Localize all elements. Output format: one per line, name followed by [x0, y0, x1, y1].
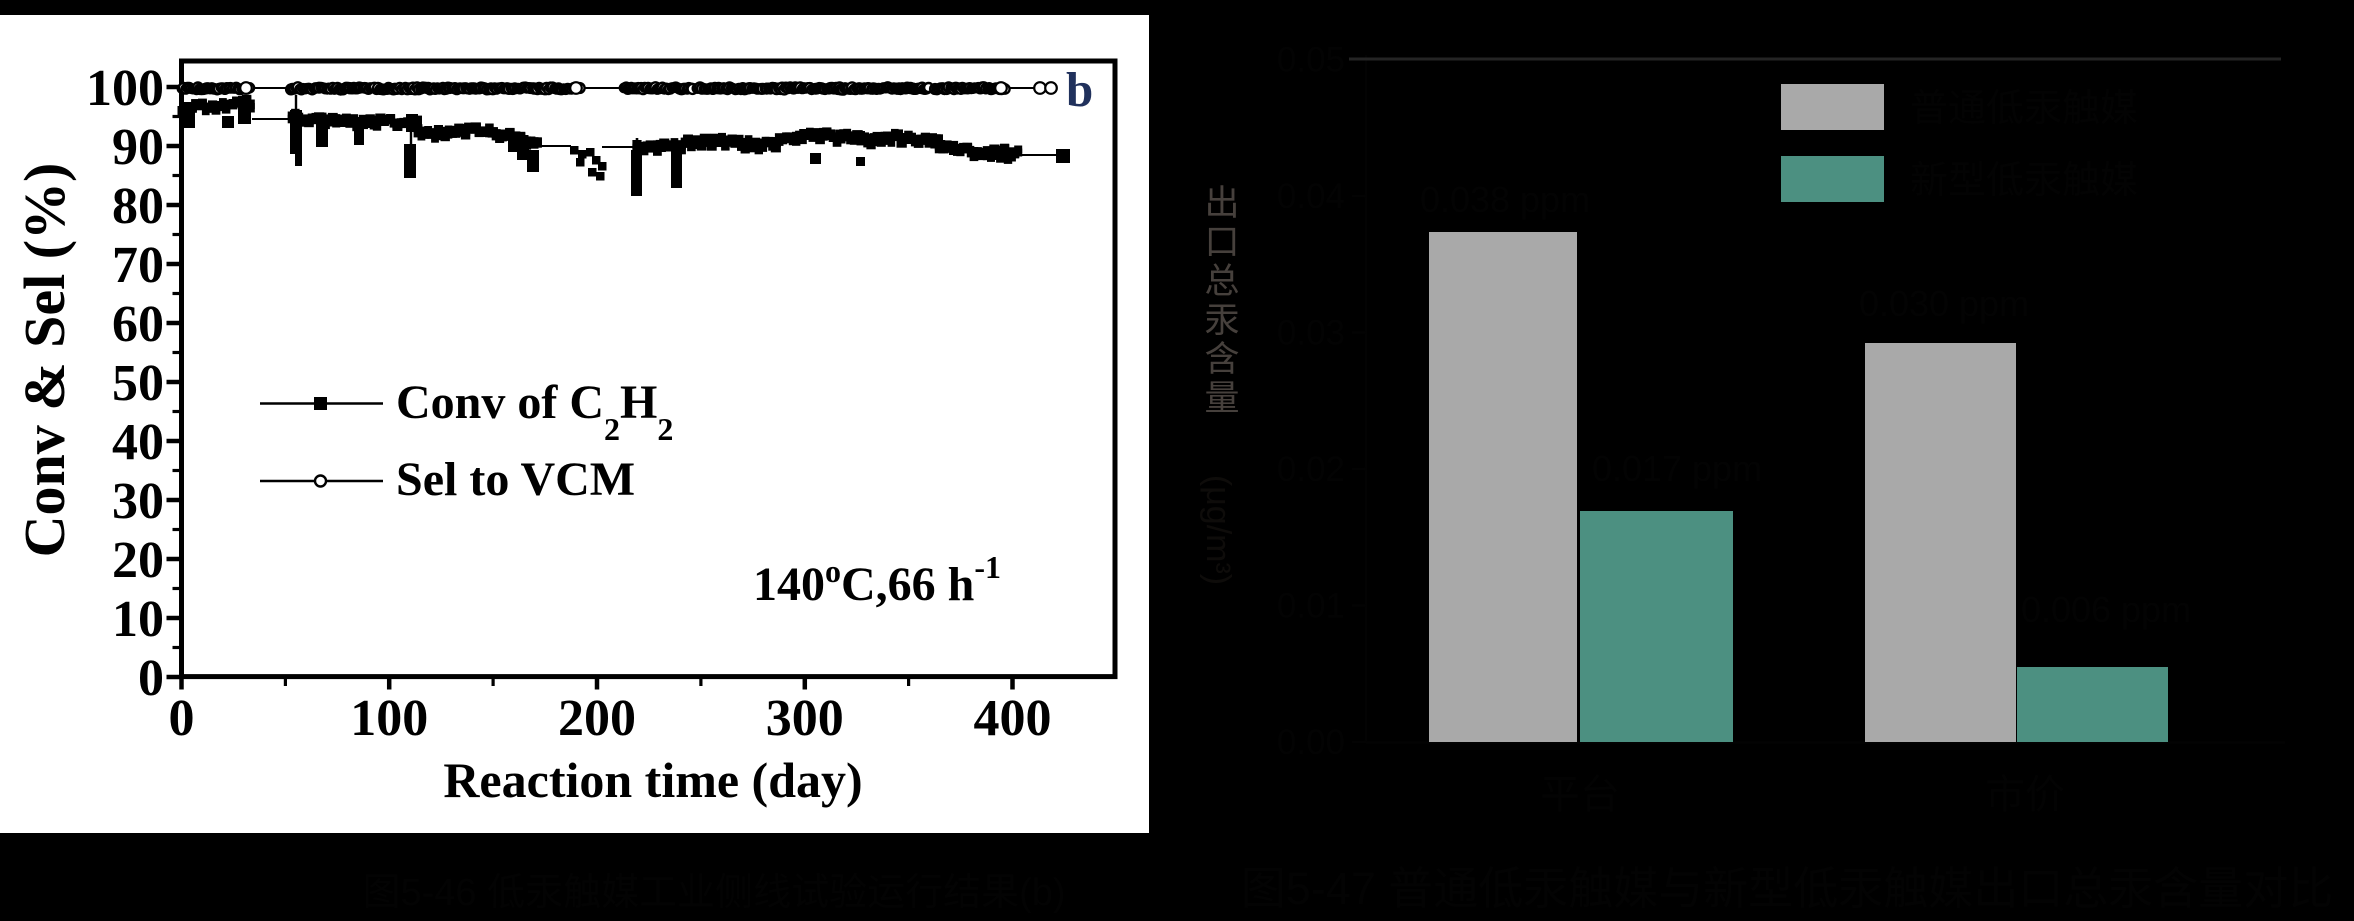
svg-text:0.01: 0.01	[1277, 587, 1345, 626]
svg-text:图5-46 低汞触媒工业侧线试验运行结果(b): 图5-46 低汞触媒工业侧线试验运行结果(b)	[362, 872, 1065, 914]
svg-text:Reaction time (day): Reaction time (day)	[443, 752, 862, 808]
svg-text:60: 60	[112, 296, 164, 353]
svg-text:0: 0	[138, 650, 164, 707]
svg-text:b: b	[1066, 62, 1093, 117]
svg-text:300: 300	[766, 690, 844, 747]
svg-text:0.030 ppm: 0.030 ppm	[1859, 283, 2029, 324]
svg-text:0.02: 0.02	[1277, 450, 1345, 489]
svg-text:(μg/m³): (μg/m³)	[1199, 475, 1237, 585]
svg-text:70: 70	[112, 237, 164, 294]
svg-text:80: 80	[112, 178, 164, 235]
svg-text:量: 量	[1204, 379, 1239, 418]
svg-text:90: 90	[112, 119, 164, 176]
svg-text:0.006 ppm: 0.006 ppm	[2021, 589, 2191, 630]
svg-text:100: 100	[86, 60, 164, 117]
svg-text:汞: 汞	[1204, 301, 1239, 340]
svg-text:0: 0	[169, 690, 195, 747]
svg-text:20: 20	[112, 532, 164, 589]
svg-text:50: 50	[112, 355, 164, 412]
svg-text:新型低汞触媒: 新型低汞触媒	[1910, 160, 2138, 202]
svg-text:0.03: 0.03	[1277, 314, 1345, 353]
svg-text:0.04: 0.04	[1277, 177, 1345, 216]
svg-text:0.038 ppm: 0.038 ppm	[1420, 179, 1590, 220]
svg-text:Sel to VCM: Sel to VCM	[396, 453, 635, 506]
svg-text:40: 40	[112, 414, 164, 471]
svg-text:10: 10	[112, 591, 164, 648]
svg-text:市价: 市价	[1985, 773, 2065, 817]
svg-text:0.017 ppm: 0.017 ppm	[1592, 448, 1762, 489]
svg-text:普通低汞触媒: 普通低汞触媒	[1910, 88, 2138, 130]
svg-text:30: 30	[112, 473, 164, 530]
svg-text:100: 100	[350, 690, 428, 747]
svg-text:图5-47 普通低汞触媒与新型低汞触媒出口总汞含量对比: 图5-47 普通低汞触媒与新型低汞触媒出口总汞含量对比	[1241, 863, 2334, 914]
svg-text:平台: 平台	[1540, 773, 1620, 817]
svg-text:Conv & Sel (%): Conv & Sel (%)	[12, 163, 77, 558]
svg-text:0.00: 0.00	[1277, 723, 1345, 762]
svg-text:总: 总	[1204, 262, 1239, 301]
svg-text:0.05: 0.05	[1277, 41, 1345, 80]
svg-text:出: 出	[1204, 184, 1239, 223]
svg-text:含: 含	[1204, 340, 1239, 379]
svg-text:140oC,66 h-1: 140oC,66 h-1	[753, 549, 1001, 611]
svg-text:200: 200	[558, 690, 636, 747]
svg-text:400: 400	[974, 690, 1052, 747]
svg-text:口: 口	[1204, 223, 1239, 262]
